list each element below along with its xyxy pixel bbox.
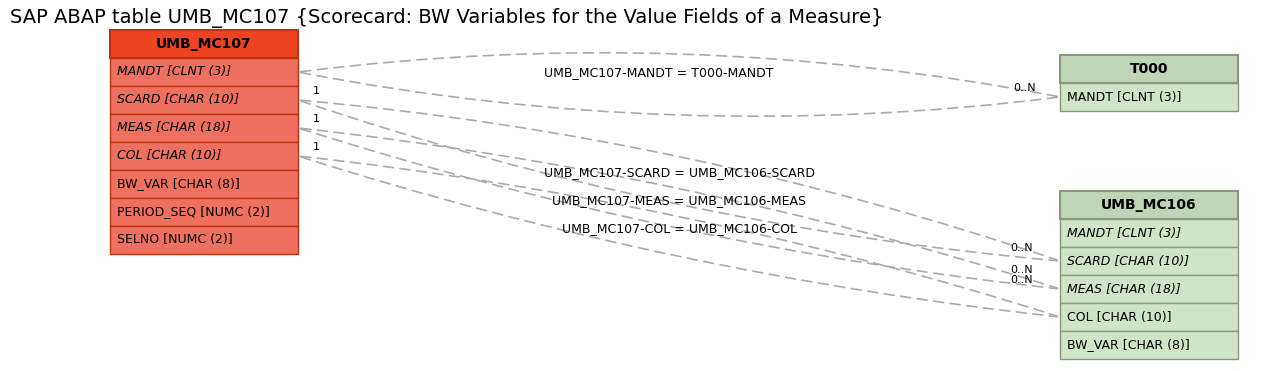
Text: UMB_MC106: UMB_MC106 [1101, 198, 1197, 212]
FancyBboxPatch shape [110, 226, 299, 254]
FancyBboxPatch shape [1060, 191, 1238, 219]
Text: SAP ABAP table UMB_MC107 {Scorecard: BW Variables for the Value Fields of a Meas: SAP ABAP table UMB_MC107 {Scorecard: BW … [10, 8, 883, 28]
FancyBboxPatch shape [110, 170, 299, 198]
FancyBboxPatch shape [110, 86, 299, 114]
Text: MANDT [CLNT (3)]: MANDT [CLNT (3)] [117, 66, 231, 79]
Text: UMB_MC107-SCARD = UMB_MC106-SCARD: UMB_MC107-SCARD = UMB_MC106-SCARD [544, 166, 814, 179]
Text: PERIOD_SEQ [NUMC (2)]: PERIOD_SEQ [NUMC (2)] [117, 206, 269, 219]
FancyBboxPatch shape [1060, 303, 1238, 331]
FancyBboxPatch shape [1060, 55, 1238, 83]
Text: UMB_MC107: UMB_MC107 [156, 37, 251, 51]
Text: SCARD [CHAR (10)]: SCARD [CHAR (10)] [117, 93, 239, 106]
Text: UMB_MC107-MANDT = T000-MANDT: UMB_MC107-MANDT = T000-MANDT [545, 66, 773, 79]
Text: COL [CHAR (10)]: COL [CHAR (10)] [117, 150, 221, 162]
FancyBboxPatch shape [1060, 275, 1238, 303]
Text: 0..N: 0..N [1011, 275, 1034, 285]
Text: 1: 1 [313, 86, 320, 96]
FancyBboxPatch shape [1060, 331, 1238, 359]
FancyBboxPatch shape [110, 114, 299, 142]
Text: 0..N: 0..N [1011, 265, 1034, 275]
Text: 1: 1 [313, 114, 320, 124]
FancyBboxPatch shape [110, 142, 299, 170]
FancyBboxPatch shape [110, 58, 299, 86]
FancyBboxPatch shape [1060, 219, 1238, 247]
Text: BW_VAR [CHAR (8)]: BW_VAR [CHAR (8)] [117, 177, 240, 190]
Text: 0..N: 0..N [1013, 83, 1036, 93]
Text: MEAS [CHAR (18)]: MEAS [CHAR (18)] [117, 121, 231, 135]
FancyBboxPatch shape [1060, 247, 1238, 275]
Text: MEAS [CHAR (18)]: MEAS [CHAR (18)] [1067, 282, 1180, 295]
FancyBboxPatch shape [1060, 83, 1238, 111]
Text: UMB_MC107-COL = UMB_MC106-COL: UMB_MC107-COL = UMB_MC106-COL [561, 222, 796, 235]
Text: COL [CHAR (10)]: COL [CHAR (10)] [1067, 311, 1171, 324]
FancyBboxPatch shape [110, 30, 299, 58]
Text: T000: T000 [1129, 62, 1169, 76]
Text: MANDT [CLNT (3)]: MANDT [CLNT (3)] [1067, 91, 1182, 104]
Text: UMB_MC107-MEAS = UMB_MC106-MEAS: UMB_MC107-MEAS = UMB_MC106-MEAS [553, 194, 806, 207]
FancyBboxPatch shape [110, 198, 299, 226]
Text: SCARD [CHAR (10)]: SCARD [CHAR (10)] [1067, 255, 1189, 267]
Text: SELNO [NUMC (2)]: SELNO [NUMC (2)] [117, 233, 232, 246]
Text: MANDT [CLNT (3)]: MANDT [CLNT (3)] [1067, 227, 1182, 240]
Text: 0..N: 0..N [1011, 243, 1034, 253]
Text: 1: 1 [313, 142, 320, 152]
Text: BW_VAR [CHAR (8)]: BW_VAR [CHAR (8)] [1067, 338, 1189, 351]
